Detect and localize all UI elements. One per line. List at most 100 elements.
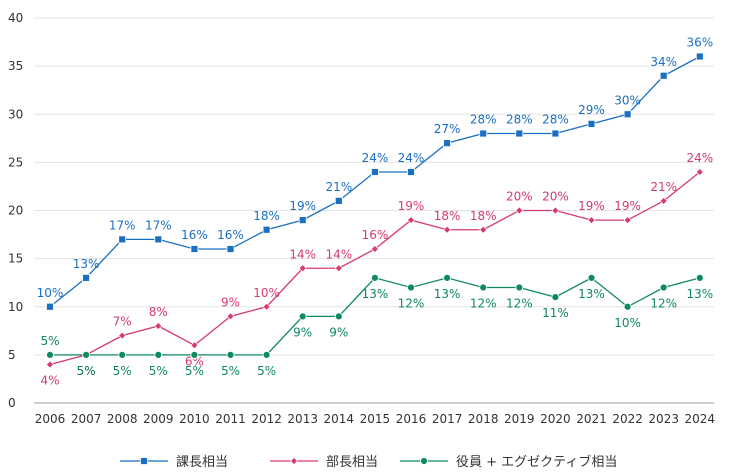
data-label-s0-2024: 36% — [686, 36, 713, 50]
data-label-s2-2018: 12% — [470, 297, 497, 311]
data-label-s2-2012: 5% — [257, 364, 276, 378]
data-point-s2-2010 — [190, 350, 199, 359]
x-tick-label-2024: 2024 — [685, 412, 716, 426]
data-label-s0-2006: 10% — [37, 286, 64, 300]
data-point-s1-2021 — [587, 216, 596, 225]
data-point-s0-2006 — [46, 302, 54, 311]
data-point-s2-2012 — [262, 350, 271, 359]
x-tick-label-2008: 2008 — [107, 412, 138, 426]
data-label-s1-2017: 18% — [434, 209, 461, 223]
x-tick-label-2017: 2017 — [432, 412, 463, 426]
data-label-s0-2013: 19% — [289, 199, 316, 213]
data-label-s1-2010: 6% — [185, 354, 204, 368]
data-point-s0-2010 — [190, 245, 199, 253]
data-point-s2-2020 — [551, 293, 560, 302]
data-point-s0-2022 — [623, 110, 632, 119]
data-label-s1-2022: 19% — [614, 199, 641, 213]
data-label-s1-2007: 5% — [77, 364, 96, 378]
data-label-s2-2013: 9% — [293, 325, 312, 339]
data-label-s2-2011: 5% — [221, 364, 240, 378]
data-point-s1-2019 — [515, 206, 524, 215]
data-label-s0-2015: 24% — [362, 151, 389, 165]
data-point-s2-2013 — [298, 312, 307, 321]
data-point-s2-2007 — [82, 350, 90, 359]
data-point-s0-2007 — [82, 273, 90, 282]
data-point-s1-2015 — [370, 245, 379, 253]
y-tick-label-10: 10 — [8, 300, 23, 314]
data-point-s1-2018 — [479, 225, 488, 234]
data-point-s1-2008 — [118, 331, 127, 340]
x-tick-label-2023: 2023 — [648, 412, 679, 426]
y-tick-label-35: 35 — [8, 59, 23, 73]
data-point-s2-2016 — [407, 283, 415, 292]
y-tick-label-15: 15 — [8, 252, 23, 266]
legend-marker-1 — [290, 457, 298, 465]
data-label-s2-2016: 12% — [398, 297, 425, 311]
x-tick-label-2018: 2018 — [468, 412, 499, 426]
data-point-s0-2016 — [407, 168, 415, 176]
data-point-s0-2011 — [226, 245, 235, 253]
data-point-s2-2009 — [154, 350, 163, 359]
x-tick-label-2016: 2016 — [396, 412, 427, 426]
data-point-s1-2023 — [659, 196, 668, 205]
data-label-s2-2014: 9% — [329, 325, 348, 339]
x-tick-label-2006: 2006 — [35, 412, 66, 426]
y-tick-label-5: 5 — [8, 348, 16, 362]
data-label-s0-2020: 28% — [542, 113, 569, 127]
data-point-s0-2023 — [659, 71, 668, 80]
data-label-s0-2014: 21% — [325, 180, 352, 194]
x-tick-label-2012: 2012 — [251, 412, 282, 426]
data-label-s0-2019: 28% — [506, 113, 533, 127]
data-label-s2-2021: 13% — [578, 287, 605, 301]
data-label-s2-2019: 12% — [506, 297, 533, 311]
data-label-s1-2006: 4% — [40, 374, 59, 388]
data-point-s1-2010 — [190, 341, 199, 350]
data-point-s1-2022 — [623, 216, 632, 225]
data-point-s0-2008 — [118, 235, 127, 244]
data-label-s0-2009: 17% — [145, 218, 172, 232]
series-line-0 — [49, 55, 701, 308]
data-point-s1-2006 — [46, 360, 54, 369]
legend-label-2: 役員 + エグゼクティブ相当 — [456, 454, 617, 470]
data-label-s2-2009: 5% — [149, 364, 168, 378]
data-point-s1-2011 — [226, 312, 235, 321]
data-point-s0-2017 — [443, 139, 452, 148]
data-point-s0-2013 — [298, 216, 307, 225]
data-label-s1-2015: 16% — [362, 228, 389, 242]
data-label-s1-2013: 14% — [289, 247, 316, 261]
data-point-s0-2020 — [551, 129, 560, 138]
x-tick-label-2020: 2020 — [540, 412, 571, 426]
data-label-s0-2018: 28% — [470, 113, 497, 127]
data-point-s2-2022 — [623, 302, 632, 311]
data-label-s1-2009: 8% — [149, 305, 168, 319]
x-tick-label-2021: 2021 — [576, 412, 607, 426]
data-label-s2-2017: 13% — [434, 287, 461, 301]
data-point-s1-2017 — [443, 225, 452, 234]
data-point-s0-2015 — [370, 168, 379, 176]
data-point-s2-2014 — [334, 312, 343, 321]
x-tick-label-2009: 2009 — [143, 412, 174, 426]
data-point-s1-2016 — [407, 216, 415, 225]
data-point-s2-2015 — [370, 273, 379, 282]
data-label-s2-2024: 13% — [686, 287, 713, 301]
x-tick-label-2019: 2019 — [504, 412, 535, 426]
data-label-s2-2008: 5% — [113, 364, 132, 378]
data-label-s0-2021: 29% — [578, 103, 605, 117]
y-tick-label-0: 0 — [8, 396, 16, 410]
data-label-s2-2023: 12% — [650, 297, 677, 311]
data-label-s1-2023: 21% — [650, 180, 677, 194]
data-label-s2-2022: 10% — [614, 316, 641, 330]
data-label-s0-2010: 16% — [181, 228, 208, 242]
data-point-s0-2018 — [479, 129, 488, 138]
data-label-s0-2022: 30% — [614, 93, 641, 107]
data-point-s1-2009 — [154, 322, 163, 330]
legend-label-1: 部長相当 — [326, 455, 378, 470]
data-label-s2-2007: 5% — [77, 364, 96, 378]
data-label-s1-2021: 19% — [578, 199, 605, 213]
data-point-s0-2021 — [587, 119, 596, 128]
data-label-s0-2012: 18% — [253, 209, 280, 223]
data-label-s1-2014: 14% — [325, 247, 352, 261]
data-label-s1-2008: 7% — [113, 315, 132, 329]
